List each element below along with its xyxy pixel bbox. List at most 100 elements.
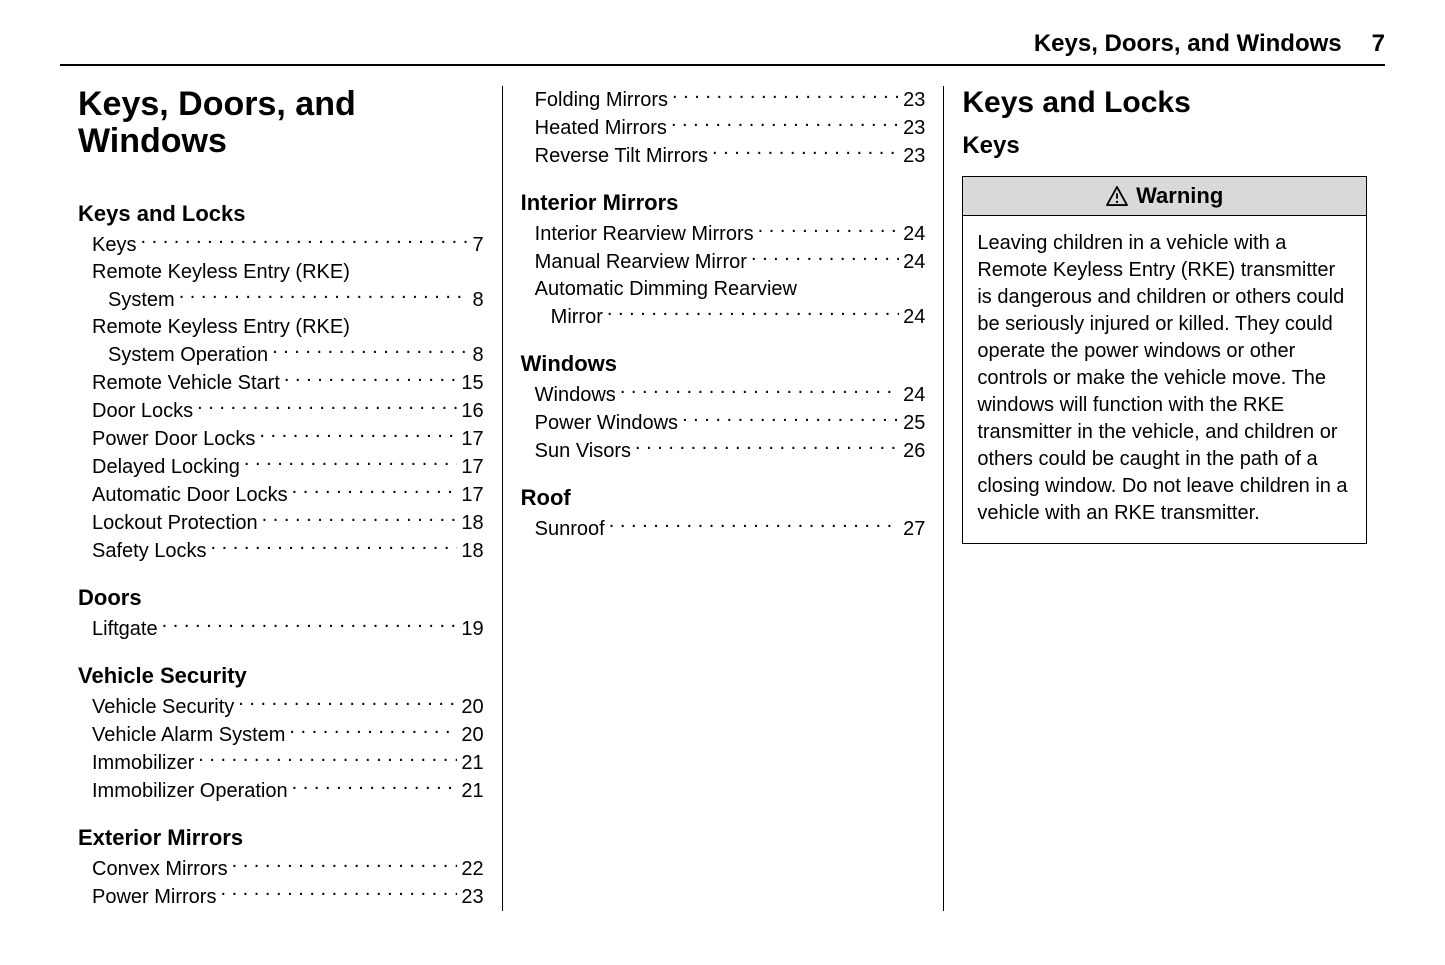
toc-item: Sunroof 27 xyxy=(521,515,926,543)
toc-leader-dots xyxy=(620,381,899,401)
toc-item: Remote Keyless Entry (RKE) xyxy=(78,314,484,341)
toc-list: Sunroof 27 xyxy=(521,515,926,543)
toc-item-label: Mirror xyxy=(551,304,603,331)
toc-leader-dots xyxy=(162,615,458,635)
toc-item: Lockout Protection18 xyxy=(78,509,484,537)
toc-item-page: 24 xyxy=(903,304,925,331)
toc-item: System 8 xyxy=(78,286,484,314)
toc-leader-dots xyxy=(609,515,899,535)
running-header-title: Keys, Doors, and Windows xyxy=(1034,30,1342,58)
toc-item-label: Keys xyxy=(92,232,136,259)
toc-item: Mirror 24 xyxy=(521,303,926,331)
toc-leader-dots xyxy=(272,341,468,361)
running-header-page-number: 7 xyxy=(1372,30,1385,58)
toc-leader-dots xyxy=(140,231,468,251)
toc-item-label: Safety Locks xyxy=(92,538,207,565)
toc-item-page: 8 xyxy=(473,287,484,314)
toc-leader-dots xyxy=(179,286,469,306)
toc-list: Convex Mirrors22Power Mirrors 23 xyxy=(78,855,484,911)
toc-item-label: System xyxy=(108,287,175,314)
toc-item: Liftgate19 xyxy=(78,615,484,643)
toc-item-label: Power Door Locks xyxy=(92,426,255,453)
toc-leader-dots xyxy=(607,303,899,323)
toc-item-page: 16 xyxy=(461,398,483,425)
toc-item-page: 18 xyxy=(461,538,483,565)
column-2: Folding Mirrors23Heated Mirrors23Reverse… xyxy=(502,86,944,911)
warning-label: Warning xyxy=(1136,183,1223,209)
toc-item: Heated Mirrors23 xyxy=(521,114,926,142)
toc-item: Vehicle Security 20 xyxy=(78,693,484,721)
toc-leader-dots xyxy=(712,142,899,162)
toc-item-page: 20 xyxy=(461,722,483,749)
toc-section-heading: Doors xyxy=(78,585,484,611)
toc-item: Sun Visors26 xyxy=(521,437,926,465)
toc-leader-dots xyxy=(211,537,458,557)
toc-item: Interior Rearview Mirrors24 xyxy=(521,220,926,248)
toc-item-label: Immobilizer xyxy=(92,750,194,777)
toc-item-label: Remote Keyless Entry (RKE) xyxy=(92,314,350,341)
toc-item: Immobilizer Operation 21 xyxy=(78,777,484,805)
toc-item-label: Folding Mirrors xyxy=(535,87,668,114)
toc-item: Door Locks 16 xyxy=(78,397,484,425)
toc-item: Power Windows25 xyxy=(521,409,926,437)
toc-leader-dots xyxy=(671,114,899,134)
running-header: Keys, Doors, and Windows 7 xyxy=(60,30,1385,66)
toc-item-label: Interior Rearview Mirrors xyxy=(535,221,754,248)
toc-section-heading: Keys and Locks xyxy=(78,201,484,227)
toc-leader-dots xyxy=(220,883,457,903)
toc-leader-dots xyxy=(198,749,457,769)
column-3: Keys and Locks Keys Warning Leaving chil… xyxy=(943,86,1385,911)
warning-icon xyxy=(1106,186,1128,206)
toc-item: Immobilizer21 xyxy=(78,749,484,777)
toc-item-label: Power Mirrors xyxy=(92,884,216,911)
toc-list: Windows 24Power Windows25Sun Visors26 xyxy=(521,381,926,465)
toc-item-label: Vehicle Security xyxy=(92,694,234,721)
toc-leader-dots xyxy=(259,425,457,445)
toc-leader-dots xyxy=(238,693,457,713)
toc-section-heading: Windows xyxy=(521,351,926,377)
toc-item-page: 7 xyxy=(473,232,484,259)
section-title: Keys and Locks xyxy=(962,86,1367,120)
toc-item-page: 21 xyxy=(461,778,483,805)
toc-item-label: Windows xyxy=(535,382,616,409)
toc-item-label: Delayed Locking xyxy=(92,454,240,481)
toc-item-label: Heated Mirrors xyxy=(535,115,667,142)
toc-item-page: 23 xyxy=(903,87,925,114)
toc-leader-dots xyxy=(289,721,457,741)
toc-item-label: Immobilizer Operation xyxy=(92,778,288,805)
toc-item-label: Lockout Protection xyxy=(92,510,258,537)
toc-item: Automatic Door Locks17 xyxy=(78,481,484,509)
toc-item: Reverse Tilt Mirrors 23 xyxy=(521,142,926,170)
toc-item-page: 26 xyxy=(903,438,925,465)
toc-leader-dots xyxy=(262,509,458,529)
toc-item-page: 23 xyxy=(461,884,483,911)
toc-item: Safety Locks 18 xyxy=(78,537,484,565)
toc-item-label: Remote Keyless Entry (RKE) xyxy=(92,259,350,286)
toc-item-label: Sunroof xyxy=(535,516,605,543)
toc-item-label: System Operation xyxy=(108,342,268,369)
toc-item-page: 24 xyxy=(903,382,925,409)
content-columns: Keys, Doors, and Windows Keys and LocksK… xyxy=(60,86,1385,911)
toc-item: Keys 7 xyxy=(78,231,484,259)
toc-item-page: 27 xyxy=(903,516,925,543)
toc-leader-dots xyxy=(635,437,899,457)
toc-item-label: Automatic Door Locks xyxy=(92,482,288,509)
toc-item: Convex Mirrors22 xyxy=(78,855,484,883)
toc-item: Vehicle Alarm System 20 xyxy=(78,721,484,749)
warning-header: Warning xyxy=(963,177,1366,216)
toc-item-label: Reverse Tilt Mirrors xyxy=(535,143,708,170)
toc-leader-dots xyxy=(197,397,457,417)
toc-item-page: 20 xyxy=(461,694,483,721)
toc-leader-dots xyxy=(244,453,458,473)
toc-list: Interior Rearview Mirrors24Manual Rearvi… xyxy=(521,220,926,331)
toc-item-label: Automatic Dimming Rearview xyxy=(535,276,797,303)
toc-leader-dots xyxy=(284,369,458,389)
toc-item-label: Door Locks xyxy=(92,398,193,425)
toc-item-page: 23 xyxy=(903,143,925,170)
chapter-title: Keys, Doors, and Windows xyxy=(78,86,484,161)
toc-list: Liftgate19 xyxy=(78,615,484,643)
toc-item-label: Power Windows xyxy=(535,410,678,437)
toc-item: System Operation8 xyxy=(78,341,484,369)
toc-item-label: Liftgate xyxy=(92,616,158,643)
toc-item-label: Vehicle Alarm System xyxy=(92,722,285,749)
